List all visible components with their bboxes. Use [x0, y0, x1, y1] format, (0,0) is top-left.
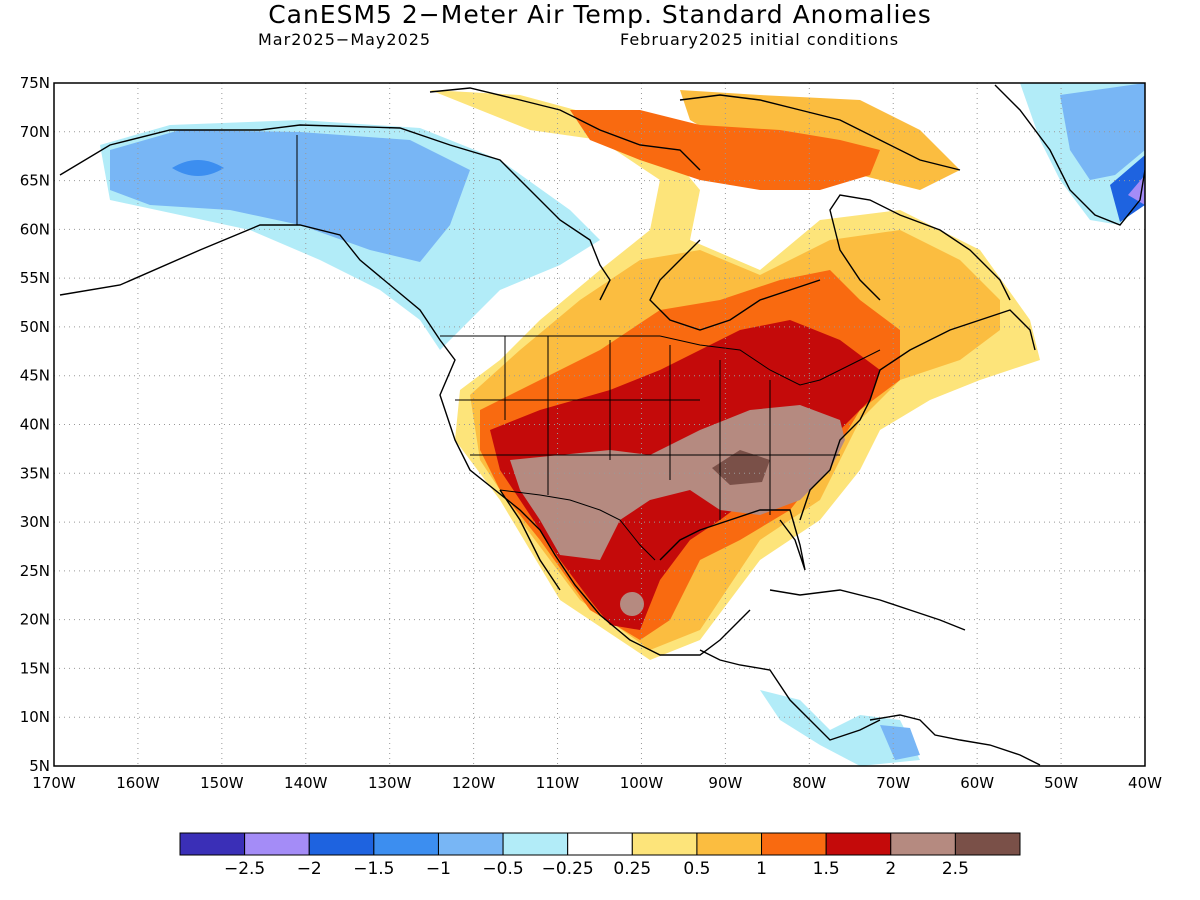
colorbar-swatch [631, 832, 698, 856]
colorbar-label: −0.5 [482, 859, 523, 879]
colorbar-label: 1 [756, 859, 767, 879]
warm-core-2.5 [712, 450, 770, 485]
colorbar: −2.5 −2 −1.5 −1 −0.5 −0.25 0.25 0.5 1 1.5 2 2.5 [179, 832, 1021, 879]
colorbar-label: −2.5 [224, 859, 265, 879]
lat-tick-label: 35N [20, 464, 50, 482]
lon-tick-label: 150W [200, 774, 244, 792]
colorbar-swatch [308, 832, 375, 856]
colorbar-label: −1.5 [353, 859, 394, 879]
latitude-labels: 75N 70N 65N 60N 55N 50N 45N 40N 35N 30N 25N 20N 15N 1… [20, 74, 50, 775]
lon-tick-label: 70W [876, 774, 910, 792]
lon-tick-label: 50W [1044, 774, 1078, 792]
colorbar-label: 0.25 [613, 859, 651, 879]
longitude-labels: 170W 160W 150W 140W 130W 120W 110W 100W 90W 80W 70… [32, 774, 1162, 792]
colorbar-swatch [244, 832, 310, 856]
political-borders [296, 135, 881, 561]
lat-tick-label: 50N [20, 318, 50, 336]
colorbar-swatch [502, 832, 569, 856]
lat-tick-label: 45N [20, 367, 50, 385]
colorbar-swatch [761, 832, 827, 856]
lat-tick-label: 75N [20, 74, 50, 92]
lat-tick-label: 65N [20, 172, 50, 190]
lon-tick-label: 110W [536, 774, 580, 792]
lon-tick-label: 120W [452, 774, 496, 792]
lon-tick-label: 80W [792, 774, 826, 792]
warm-region-2 [510, 405, 845, 560]
lat-tick-label: 30N [20, 513, 50, 531]
lat-tick-label: 40N [20, 416, 50, 434]
graticule [54, 83, 1145, 766]
cool-core-central-america [880, 725, 920, 760]
colorbar-swatch [373, 832, 439, 856]
coastlines [59, 84, 1145, 766]
warm-region-1-north [570, 110, 880, 190]
lat-tick-label: 5N [29, 757, 50, 775]
lon-tick-label: 60W [960, 774, 994, 792]
lon-tick-label: 100W [620, 774, 664, 792]
cool-core-alaska [172, 160, 224, 176]
colorbar-swatch [696, 832, 763, 856]
lon-tick-label: 90W [708, 774, 742, 792]
lat-tick-label: 70N [20, 123, 50, 141]
colorbar-label: 2.5 [942, 859, 969, 879]
colorbar-label: −0.25 [542, 859, 594, 879]
lon-tick-label: 130W [368, 774, 412, 792]
lat-tick-label: 55N [20, 269, 50, 287]
lat-tick-label: 20N [20, 611, 50, 629]
colorbar-label: −1 [426, 859, 451, 879]
colorbar-label: −2 [297, 859, 322, 879]
lat-tick-label: 15N [20, 659, 50, 677]
forecast-period: Mar2025−May2025 [258, 30, 432, 49]
lat-tick-label: 10N [20, 708, 50, 726]
chart-title: CanESM5 2−Meter Air Temp. Standard Anoma… [268, 0, 932, 29]
map-area [100, 83, 1145, 766]
cool-region-greenland-core [1060, 83, 1145, 180]
lon-tick-label: 160W [116, 774, 160, 792]
colorbar-swatch [825, 832, 892, 856]
lat-tick-label: 60N [20, 220, 50, 238]
colorbar-label: 1.5 [813, 859, 840, 879]
colorbar-swatch [954, 832, 1021, 856]
lon-tick-label: 40W [1128, 774, 1162, 792]
plot-frame [53, 82, 1146, 767]
colorbar-label: 2 [885, 859, 896, 879]
colorbar-swatch [437, 832, 504, 856]
initial-conditions: February2025 initial conditions [620, 30, 900, 49]
colorbar-swatch [567, 832, 633, 856]
colorbar-label: 0.5 [683, 859, 710, 879]
lat-tick-label: 25N [20, 562, 50, 580]
lon-tick-label: 140W [284, 774, 328, 792]
colorbar-swatch [179, 832, 246, 856]
colorbar-swatch [890, 832, 956, 856]
warm-spot-mexico [620, 592, 644, 616]
lon-tick-label: 170W [32, 774, 76, 792]
cool-region-central-america [760, 690, 920, 766]
